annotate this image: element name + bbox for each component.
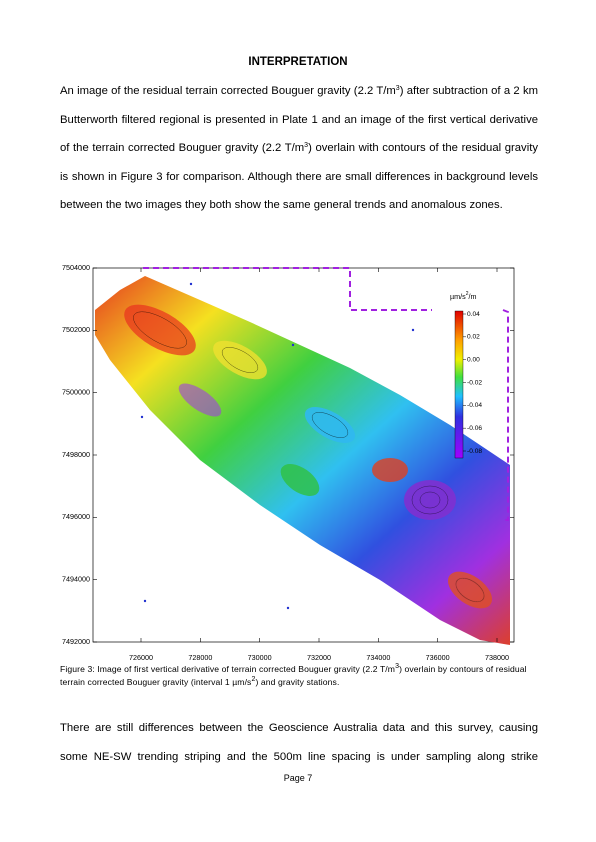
figure-caption: Figure 3: Image of first vertical deriva… (60, 663, 538, 688)
x-tick-label: 726000 (129, 653, 153, 662)
boundary (143, 267, 432, 311)
text-run: ) overlain with contours of the residual… (60, 142, 539, 212)
colorbar-tick-label: -0.02 (467, 379, 482, 386)
superscript: 3 (395, 663, 400, 670)
y-tick-label: 7504000 (62, 263, 90, 272)
colorbar-tick-label: -0.04 (467, 402, 482, 409)
gravity-image (95, 276, 510, 645)
heading: INTERPRETATION (248, 56, 348, 68)
superscript: 2 (466, 291, 469, 297)
y-tick-label: 7500000 (62, 388, 90, 397)
colorbar-tick-label: 0.02 (467, 334, 480, 341)
x-tick-label: 736000 (426, 653, 450, 662)
x-tick-label: 734000 (366, 653, 390, 662)
superscript: 3 (304, 142, 309, 150)
x-tick-label: 730000 (248, 653, 272, 662)
paragraph: An image of the residual terrain correct… (60, 77, 538, 220)
text-run: Figure 3: Image of first vertical deriva… (60, 664, 396, 674)
x-tick-label: 728000 (188, 653, 212, 662)
colorbar-tick-label: 0.00 (467, 356, 480, 363)
colorbar (454, 310, 464, 459)
colorbar-tick-label: -0.06 (467, 425, 482, 432)
text-run: There are still differences between the … (60, 722, 538, 763)
y-tick-label: 7492000 (62, 637, 90, 646)
colorbar-unit: µm/s2/m (450, 291, 477, 301)
colorbar-tick-label: -0.08 (467, 448, 482, 455)
stations (140, 282, 415, 610)
text-run: µm/s (450, 292, 466, 301)
x-tick-label: 732000 (307, 653, 331, 662)
text-run: An image of the residual terrain correct… (60, 85, 396, 97)
y-tick-label: 7496000 (62, 512, 90, 521)
text-run: /m (469, 292, 477, 301)
colorbar-tick-label: 0.04 (467, 311, 480, 318)
paragraph: There are still differences between the … (60, 714, 538, 771)
x-tick-label: 738000 (485, 653, 509, 662)
superscript: 2 (251, 675, 256, 683)
text-run: ) overlain by contours of residual terra… (60, 664, 527, 687)
superscript: 3 (395, 85, 400, 92)
text-run: ) and gravity stations. (255, 676, 340, 687)
y-tick-label: 7498000 (62, 450, 90, 459)
text-run: ) after subtraction of a 2 km Butterwort… (60, 85, 538, 155)
y-tick-label: 7494000 (62, 575, 90, 584)
page-number: Page 7 (283, 773, 313, 783)
boundary (502, 309, 509, 521)
y-tick-label: 7502000 (62, 325, 90, 334)
